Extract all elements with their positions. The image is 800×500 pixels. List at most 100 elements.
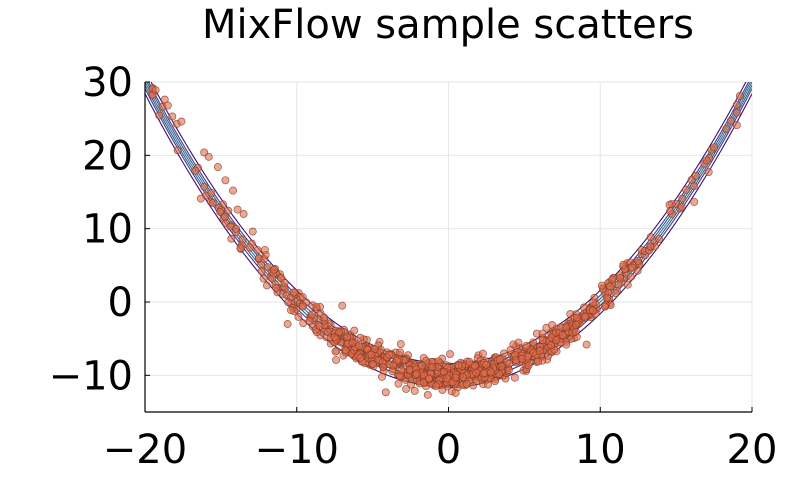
sample-point bbox=[229, 186, 237, 195]
sample-point bbox=[294, 312, 303, 321]
sample-point bbox=[682, 185, 691, 194]
sample-point bbox=[367, 350, 376, 359]
sample-point bbox=[221, 212, 229, 221]
sample-point bbox=[224, 206, 233, 215]
sample-point bbox=[245, 243, 254, 252]
x-tick-label: 0 bbox=[436, 427, 461, 473]
sample-point bbox=[151, 86, 160, 95]
sample-point bbox=[458, 373, 467, 381]
sample-point bbox=[238, 235, 247, 244]
sample-point bbox=[597, 281, 606, 290]
sample-point bbox=[451, 373, 460, 382]
sample-point bbox=[233, 205, 242, 214]
sample-point bbox=[394, 379, 403, 388]
sample-point bbox=[446, 350, 454, 359]
sample-point bbox=[732, 121, 741, 130]
x-tick-label: −10 bbox=[255, 427, 339, 473]
sample-point bbox=[522, 341, 531, 350]
sample-point bbox=[534, 357, 543, 366]
sample-point bbox=[606, 282, 615, 291]
sample-point bbox=[465, 358, 474, 366]
sample-point bbox=[523, 352, 532, 361]
sample-point bbox=[396, 340, 405, 349]
sample-point bbox=[378, 372, 386, 381]
sample-point bbox=[262, 281, 271, 290]
sample-point bbox=[163, 101, 172, 110]
sample-point bbox=[722, 124, 731, 133]
sample-point bbox=[505, 359, 514, 368]
sample-point bbox=[524, 361, 533, 370]
sample-point bbox=[732, 100, 741, 109]
sample-point bbox=[356, 353, 365, 362]
sample-point bbox=[283, 320, 292, 328]
sample-point bbox=[552, 336, 561, 345]
x-tick-label: −20 bbox=[103, 427, 187, 473]
sample-point bbox=[546, 341, 555, 350]
sample-point bbox=[168, 112, 177, 121]
sample-point bbox=[298, 302, 307, 311]
sample-point bbox=[710, 143, 719, 152]
sample-point bbox=[320, 313, 329, 322]
sample-point bbox=[562, 340, 571, 349]
sample-point bbox=[619, 260, 628, 269]
sample-point bbox=[678, 194, 687, 203]
sample-point bbox=[571, 327, 580, 336]
sample-point bbox=[289, 288, 298, 297]
sample-point bbox=[239, 210, 248, 218]
axes bbox=[144, 81, 753, 413]
sample-point bbox=[487, 368, 495, 377]
sample-point bbox=[666, 207, 675, 216]
sample-point bbox=[221, 176, 230, 185]
sample-point bbox=[589, 298, 598, 307]
y-tick-label: −10 bbox=[49, 353, 133, 399]
sample-point bbox=[173, 146, 182, 155]
sample-point bbox=[538, 329, 547, 338]
sample-point bbox=[482, 360, 491, 369]
sample-point bbox=[462, 380, 471, 389]
sample-point bbox=[424, 374, 433, 383]
sample-point bbox=[443, 374, 451, 383]
sample-points bbox=[148, 84, 744, 399]
sample-point bbox=[248, 227, 257, 236]
sample-point bbox=[470, 361, 479, 370]
x-tick-label: 20 bbox=[727, 427, 778, 473]
y-tick-label: 20 bbox=[82, 133, 133, 179]
sample-point bbox=[397, 366, 406, 375]
sample-point bbox=[514, 338, 523, 347]
sample-point bbox=[655, 234, 664, 243]
sample-point bbox=[422, 356, 431, 365]
sample-point bbox=[253, 246, 262, 254]
sample-point bbox=[646, 242, 655, 251]
sample-point bbox=[272, 283, 281, 292]
sample-point bbox=[307, 310, 316, 319]
sample-point bbox=[702, 156, 711, 165]
sample-point bbox=[690, 197, 699, 206]
y-tick-label: 10 bbox=[82, 207, 133, 253]
sample-point bbox=[331, 347, 340, 356]
x-tick-labels: −20 −10 0 10 20 bbox=[103, 427, 778, 473]
sample-point bbox=[338, 301, 347, 310]
sample-point bbox=[691, 171, 700, 180]
sample-point bbox=[298, 293, 307, 301]
y-tick-label: 0 bbox=[108, 280, 133, 326]
sample-point bbox=[511, 356, 520, 364]
sample-point bbox=[343, 333, 351, 342]
sample-point bbox=[484, 380, 492, 389]
sample-point bbox=[341, 346, 350, 355]
sample-point bbox=[312, 303, 321, 312]
sample-point bbox=[735, 91, 744, 100]
sample-point bbox=[572, 320, 580, 329]
sample-point bbox=[332, 355, 340, 364]
sample-point bbox=[500, 349, 508, 358]
sample-point bbox=[472, 368, 481, 377]
sample-point bbox=[580, 312, 589, 321]
sample-point bbox=[479, 349, 487, 358]
sample-point bbox=[439, 368, 448, 376]
sample-point bbox=[495, 355, 504, 364]
sample-point bbox=[284, 298, 293, 307]
y-tick-labels: −10 0 10 20 30 bbox=[49, 60, 133, 399]
sample-point bbox=[627, 272, 635, 281]
sample-point bbox=[207, 189, 216, 197]
sample-point bbox=[677, 202, 686, 211]
